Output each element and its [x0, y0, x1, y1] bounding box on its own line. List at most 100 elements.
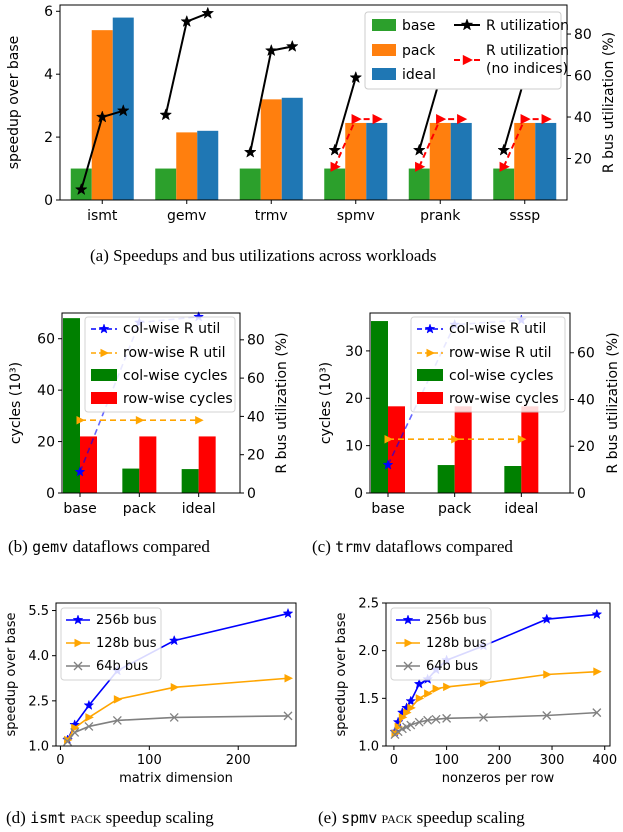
- y2-tick-label: 0: [247, 486, 256, 502]
- legend-swatch: [372, 44, 396, 56]
- legend-swatch: [417, 369, 443, 381]
- r-utilization-marker: [349, 70, 363, 84]
- legend: col-wise R util row-wise R util col-wise c…: [410, 316, 566, 413]
- y-tick-label: 30: [345, 344, 363, 360]
- chart-c: base pack ideal 0 10 20 30 0 20 40 60 cycles (10³) R…: [318, 312, 621, 517]
- legend-marker-icon: [72, 614, 84, 625]
- bar-ideal: [281, 97, 303, 200]
- x-tick-label: base: [63, 501, 96, 517]
- bar-ideal: [450, 122, 472, 200]
- y2-axis-label: R bus utilization (%): [605, 332, 621, 473]
- y2-tick-label: 80: [574, 27, 592, 43]
- x-tick-label: gemv: [167, 208, 206, 224]
- y-tick-label: 10: [345, 439, 363, 455]
- y2-tick-label: 60: [577, 346, 595, 362]
- legend-box: [390, 607, 492, 681]
- r-utilization-no-indices-marker: [499, 161, 510, 172]
- y2-tick-label: 20: [247, 448, 265, 464]
- r-utilization-marker: [328, 143, 342, 156]
- r-utilization-no-indices-marker: [372, 113, 383, 125]
- r-utilization-no-indices-marker: [351, 113, 362, 125]
- x-tick-label: 200: [226, 753, 251, 768]
- legend-box: [410, 316, 566, 413]
- legend-label: row-wise cycles: [123, 391, 233, 407]
- r-utilization-marker: [497, 143, 511, 156]
- series-marker: [407, 703, 416, 713]
- y2-tick-label: 0: [577, 486, 586, 502]
- legend-label: col-wise cycles: [449, 368, 553, 384]
- y-tick-label: 2.0: [358, 644, 379, 659]
- y-axis-label: speedup over base: [6, 36, 22, 170]
- legend-triangle-icon: [100, 348, 109, 358]
- caption-c: (c) trmv dataflows compared: [312, 537, 513, 556]
- x-tick-label: ideal: [182, 501, 216, 517]
- bar-ideal: [197, 130, 219, 200]
- y-tick-label: 2.5: [28, 694, 49, 709]
- bar-pack: [176, 132, 198, 200]
- series-marker: [442, 713, 452, 723]
- bar-col-wise-cycles: [371, 321, 388, 493]
- y2-axis-label: R bus utilization (%): [274, 332, 290, 473]
- legend-swatch: [372, 19, 396, 31]
- series-line-64b-bus: [66, 715, 289, 742]
- x-tick-label: 0: [390, 753, 398, 768]
- bar-base: [493, 168, 515, 200]
- y-tick-label: 5.5: [28, 604, 49, 619]
- bar-col-wise-cycles: [122, 468, 140, 493]
- series-marker: [591, 608, 603, 620]
- chart-a: ismt gemv trmv spmv prank sssp 0 2 4 6 20 40 60 80 spe…: [6, 4, 617, 224]
- x-tick-label: 300: [540, 753, 565, 768]
- col-wise-util-marker: [382, 459, 394, 470]
- r-utilization-marker: [264, 43, 278, 57]
- series-marker: [170, 683, 180, 692]
- x-tick-label: ismt: [87, 208, 118, 224]
- legend-star-icon: [460, 18, 474, 31]
- y-tick-label: 0: [354, 486, 363, 502]
- x-tick-label: pack: [123, 501, 157, 517]
- series-marker: [415, 694, 425, 703]
- legend-marker-icon: [402, 614, 414, 625]
- series-marker: [169, 712, 179, 722]
- series-marker: [413, 678, 425, 689]
- row-wise-util-marker: [517, 434, 527, 444]
- series-marker: [423, 715, 433, 725]
- r-utilization-marker: [159, 108, 173, 121]
- legend-label: row-wise cycles: [449, 391, 559, 407]
- chart-d: 1.0 2.5 4.0 5.5 0 100 200 matrix dimension speed…: [4, 602, 297, 786]
- bar-row-wise-cycles: [80, 436, 97, 493]
- y-axis-label: cycles (10³): [8, 362, 24, 444]
- col-wise-util-marker: [74, 466, 86, 477]
- r-utilization-marker: [412, 143, 426, 156]
- series-marker: [443, 682, 452, 692]
- series-marker: [85, 713, 94, 722]
- x-tick-label: 100: [137, 753, 162, 768]
- legend-label: col-wise R util: [123, 321, 220, 337]
- plot-frame: [385, 602, 611, 747]
- r-utilization-line: [502, 77, 526, 151]
- r-utilization-marker: [95, 110, 109, 123]
- x-tick-label: prank: [420, 208, 461, 224]
- x-tick-label: 400: [592, 753, 617, 768]
- x-tick-label: pack: [438, 501, 472, 517]
- legend-label: col-wise R util: [449, 321, 546, 337]
- bar-col-wise-cycles: [63, 318, 80, 493]
- series-marker: [71, 723, 80, 733]
- y-tick-label: 20: [37, 434, 55, 450]
- bar-pack: [260, 99, 282, 200]
- bar-pack: [514, 122, 536, 200]
- series-marker: [593, 667, 602, 676]
- series-marker: [431, 714, 441, 724]
- y-tick-label: 6: [44, 4, 53, 20]
- legend-triangle-icon: [462, 54, 473, 66]
- legend-label: row-wise R util: [449, 345, 552, 361]
- legend-label: pack: [402, 43, 436, 59]
- y2-tick-label: 80: [247, 333, 265, 349]
- series-marker: [112, 715, 122, 725]
- r-utilization-no-indices-marker: [436, 113, 447, 125]
- series-marker: [70, 727, 80, 737]
- bar-base: [324, 168, 346, 200]
- r-utilization-no-indices-marker: [457, 113, 468, 125]
- bar-col-wise-cycles: [437, 465, 455, 493]
- legend-label: R utilization: [486, 18, 569, 34]
- y2-axis-label: R bus utilization (%): [601, 32, 617, 173]
